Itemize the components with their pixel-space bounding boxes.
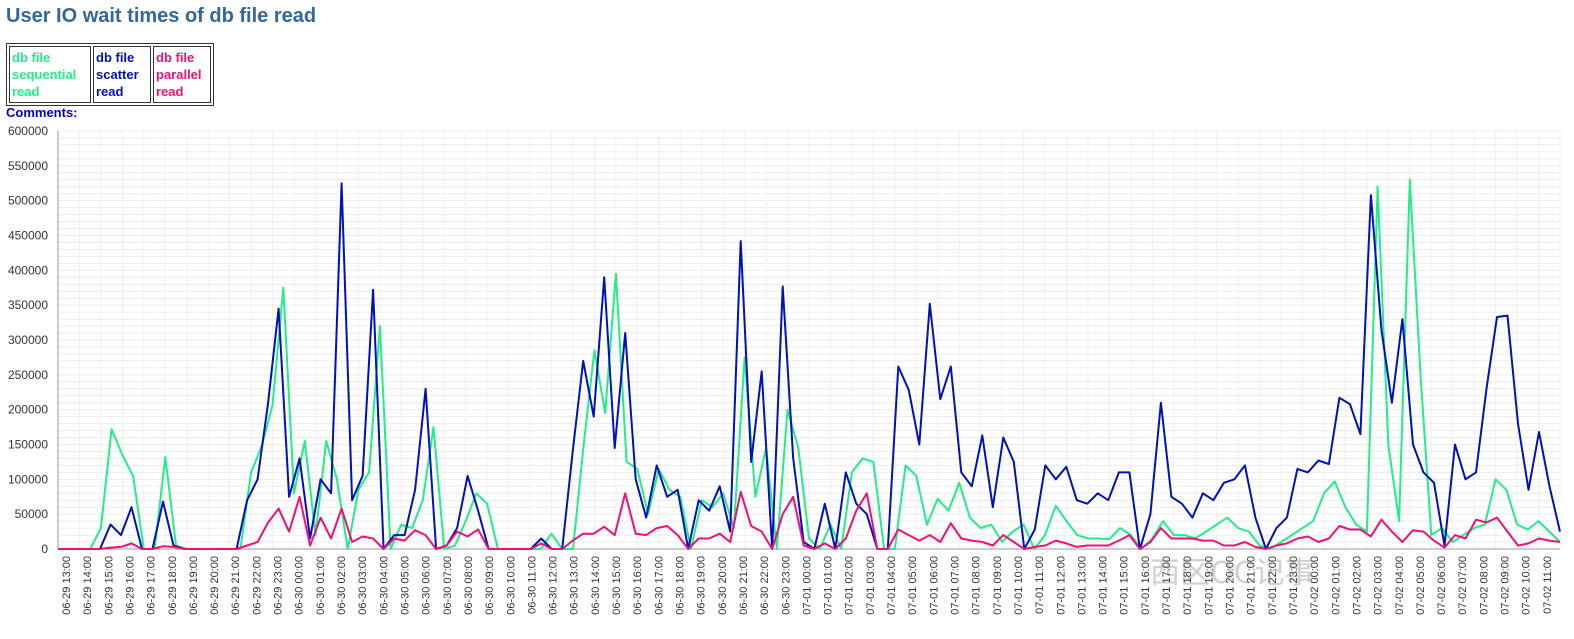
legend-item-parallel: db file parallel read (153, 46, 211, 103)
x-tick-label: 07-01 09:00 (992, 556, 1004, 615)
x-tick-label: 07-01 08:00 (971, 556, 983, 615)
x-tick-label: 06-30 13:00 (569, 556, 581, 615)
x-tick-label: 07-01 06:00 (928, 556, 940, 615)
x-tick-label: 07-01 17:00 (1161, 556, 1173, 615)
x-tick-label: 07-01 05:00 (907, 556, 919, 615)
x-tick-label: 07-01 13:00 (1076, 556, 1088, 615)
x-tick-label: 06-30 14:00 (590, 556, 602, 615)
x-tick-label: 06-30 09:00 (484, 556, 496, 615)
x-tick-label: 06-30 03:00 (357, 556, 369, 615)
y-tick-label: 50000 (15, 507, 49, 521)
x-tick-label: 07-01 22:00 (1267, 556, 1279, 615)
x-tick-label: 07-01 02:00 (844, 556, 856, 615)
x-tick-label: 07-01 10:00 (1013, 556, 1025, 615)
x-tick-label: 06-30 08:00 (463, 556, 475, 615)
series-line-db-file-sequential-read (58, 178, 1561, 550)
x-tick-label: 07-02 05:00 (1415, 556, 1427, 615)
y-tick-label: 600000 (8, 124, 48, 138)
y-tick-label: 350000 (8, 298, 48, 312)
x-tick-label: 07-01 20:00 (1225, 556, 1237, 615)
x-tick-label: 06-30 02:00 (336, 556, 348, 615)
x-tick-label: 06-29 13:00 (61, 556, 73, 615)
x-tick-label: 07-01 00:00 (801, 556, 813, 615)
y-tick-label: 500000 (8, 194, 48, 208)
x-tick-label: 06-30 11:00 (526, 556, 538, 614)
x-tick-label: 07-02 11:00 (1542, 556, 1554, 614)
x-tick-label: 07-01 23:00 (1288, 556, 1300, 615)
x-tick-label: 07-01 11:00 (1034, 556, 1046, 614)
x-tick-label: 06-29 16:00 (124, 556, 136, 615)
comments-label: Comments: (6, 105, 78, 120)
x-tick-label: 07-01 16:00 (1140, 556, 1152, 615)
x-tick-label: 06-30 05:00 (399, 556, 411, 615)
x-tick-label: 06-29 14:00 (82, 556, 94, 615)
x-tick-label: 06-30 01:00 (315, 556, 327, 615)
y-tick-label: 100000 (8, 472, 48, 486)
x-tick-label: 07-02 09:00 (1500, 556, 1512, 615)
y-tick-label: 0 (41, 542, 48, 556)
x-tick-label: 07-02 02:00 (1351, 556, 1363, 615)
x-tick-label: 06-30 06:00 (421, 556, 433, 615)
y-tick-label: 300000 (8, 333, 48, 347)
x-tick-label: 06-29 20:00 (209, 556, 221, 615)
legend-item-sequential: db file sequential read (9, 46, 91, 103)
x-tick-label: 06-29 18:00 (167, 556, 179, 615)
x-tick-label: 06-29 19:00 (188, 556, 200, 615)
x-tick-label: 06-30 18:00 (674, 556, 686, 615)
x-tick-label: 06-29 17:00 (146, 556, 158, 615)
x-tick-label: 07-01 21:00 (1246, 556, 1258, 615)
x-tick-label: 06-30 10:00 (505, 556, 517, 615)
x-tick-label: 06-30 19:00 (696, 556, 708, 615)
x-tick-label: 07-01 15:00 (1119, 556, 1131, 615)
x-tick-label: 06-30 21:00 (738, 556, 750, 615)
x-tick-label: 07-02 00:00 (1309, 556, 1321, 615)
x-tick-label: 07-02 01:00 (1330, 556, 1342, 615)
x-tick-label: 07-02 10:00 (1521, 556, 1533, 615)
x-tick-label: 07-01 18:00 (1182, 556, 1194, 615)
x-tick-label: 07-01 03:00 (865, 556, 877, 615)
x-tick-label: 07-02 04:00 (1394, 556, 1406, 615)
x-tick-label: 07-01 01:00 (823, 556, 835, 615)
x-tick-label: 07-02 03:00 (1373, 556, 1385, 615)
page-title: User IO wait times of db file read (6, 5, 317, 27)
x-tick-label: 06-30 20:00 (717, 556, 729, 615)
x-tick-label: 07-02 06:00 (1436, 556, 1448, 615)
x-tick-label: 07-01 14:00 (1098, 556, 1110, 615)
x-tick-label: 06-29 22:00 (251, 556, 263, 615)
x-tick-label: 06-30 12:00 (548, 556, 560, 615)
legend: db file sequential read db file scatter … (6, 43, 214, 106)
x-tick-label: 07-01 19:00 (1203, 556, 1215, 615)
x-tick-label: 07-02 08:00 (1478, 556, 1490, 615)
legend-item-scatter: db file scatter read (93, 46, 151, 103)
y-tick-label: 450000 (8, 229, 48, 243)
x-tick-label: 07-01 12:00 (1055, 556, 1067, 615)
x-tick-label: 06-30 17:00 (653, 556, 665, 615)
x-tick-label: 06-29 21:00 (230, 556, 242, 615)
x-tick-label: 06-30 16:00 (632, 556, 644, 615)
x-tick-label: 06-30 07:00 (442, 556, 454, 615)
y-tick-label: 550000 (8, 159, 48, 173)
y-tick-label: 400000 (8, 263, 48, 277)
watermark: 西区OC记事 (1150, 556, 1315, 591)
y-tick-label: 200000 (8, 403, 48, 417)
x-tick-label: 06-29 23:00 (273, 556, 285, 615)
series-line-db-file-scatter-read (58, 182, 1561, 550)
x-tick-label: 07-01 04:00 (886, 556, 898, 615)
x-tick-label: 06-29 15:00 (103, 556, 115, 615)
x-tick-label: 06-30 04:00 (378, 556, 390, 615)
y-tick-label: 150000 (8, 438, 48, 452)
x-tick-label: 06-30 15:00 (611, 556, 623, 615)
x-tick-label: 06-30 23:00 (780, 556, 792, 615)
y-tick-label: 250000 (8, 368, 48, 382)
series-line-db-file-parallel-read (58, 490, 1561, 550)
x-tick-label: 06-30 22:00 (759, 556, 771, 615)
x-tick-label: 06-30 00:00 (294, 556, 306, 615)
x-tick-label: 07-02 07:00 (1457, 556, 1469, 615)
x-tick-label: 07-01 07:00 (950, 556, 962, 615)
